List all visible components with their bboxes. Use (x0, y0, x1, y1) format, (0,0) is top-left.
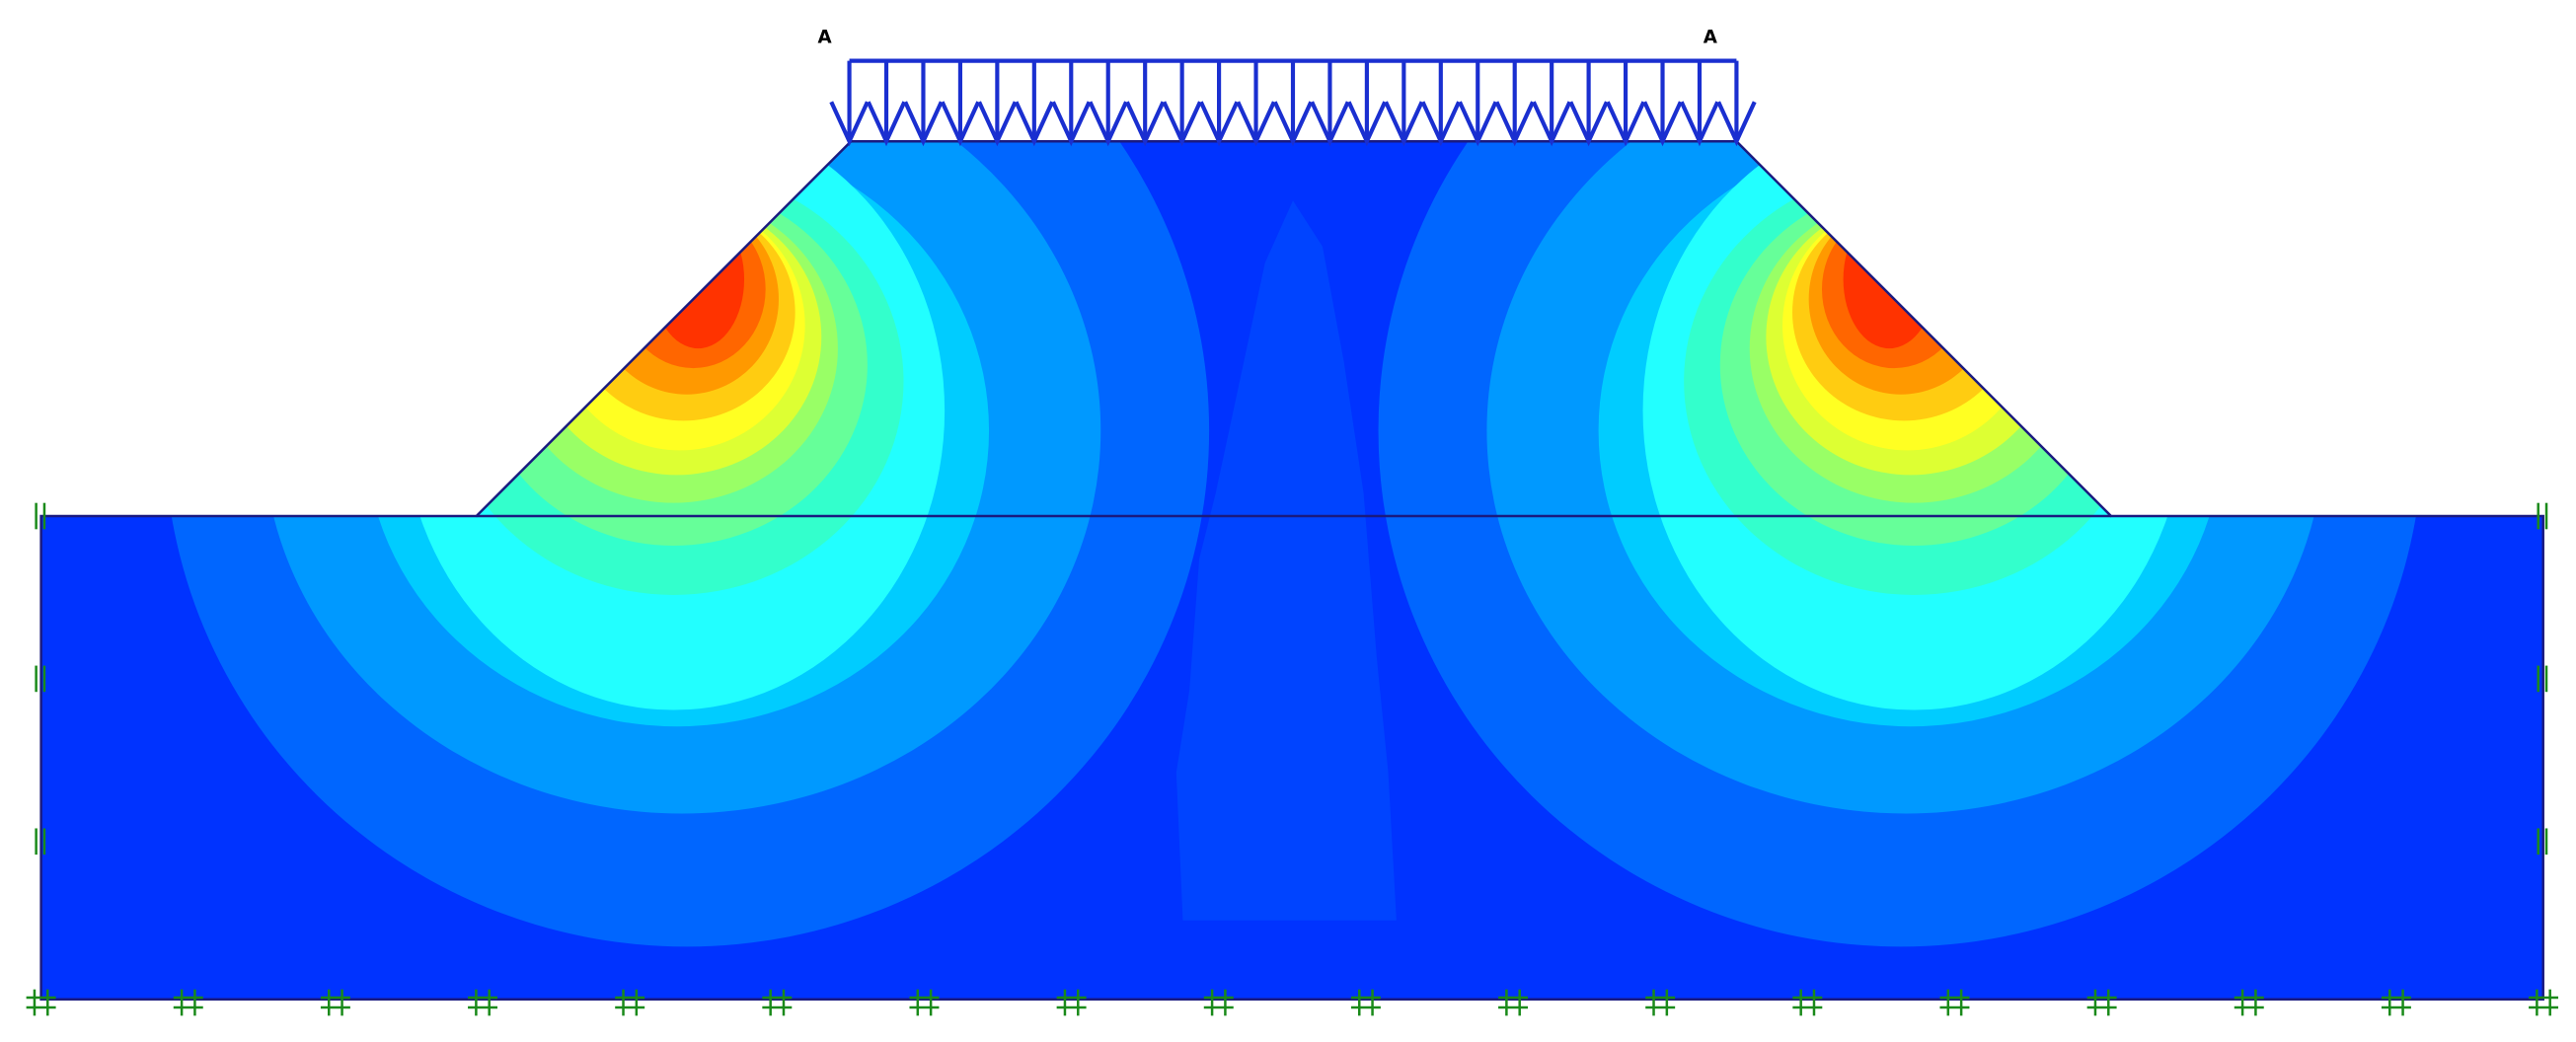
contour-center (1175, 200, 1397, 921)
arrow-head (1531, 101, 1572, 147)
arrow-head (1310, 101, 1350, 147)
arrow-head (1198, 101, 1240, 147)
arrow-head (1124, 101, 1166, 147)
arrow-head (1642, 101, 1683, 147)
load-label: A (818, 27, 833, 47)
arrow-head (1420, 101, 1462, 147)
load-label: A (1704, 27, 1718, 47)
arrow-head (977, 101, 1018, 147)
arrow-head (1384, 101, 1424, 147)
arrow-head (1494, 101, 1535, 147)
distributed-load (829, 58, 1757, 147)
arrow-head (1272, 101, 1314, 147)
arrow-head (1236, 101, 1276, 147)
arrow-head (1679, 101, 1720, 147)
arrow-head (1014, 101, 1055, 147)
arrow-head (1088, 101, 1128, 147)
arrow-head (1716, 101, 1757, 147)
arrow-head (940, 101, 981, 147)
geometry-outline (39, 139, 2544, 1001)
arrow-head (1458, 101, 1498, 147)
arrow-head (1051, 101, 1092, 147)
arrow-head (903, 101, 944, 147)
arrow-head (866, 101, 907, 147)
arrow-head (829, 101, 870, 147)
boundary-fixities (26, 502, 2559, 1016)
arrow-head (1162, 101, 1202, 147)
arrow-head (1605, 101, 1646, 147)
arrow-head (1568, 101, 1609, 147)
arrow-head (1346, 101, 1388, 147)
